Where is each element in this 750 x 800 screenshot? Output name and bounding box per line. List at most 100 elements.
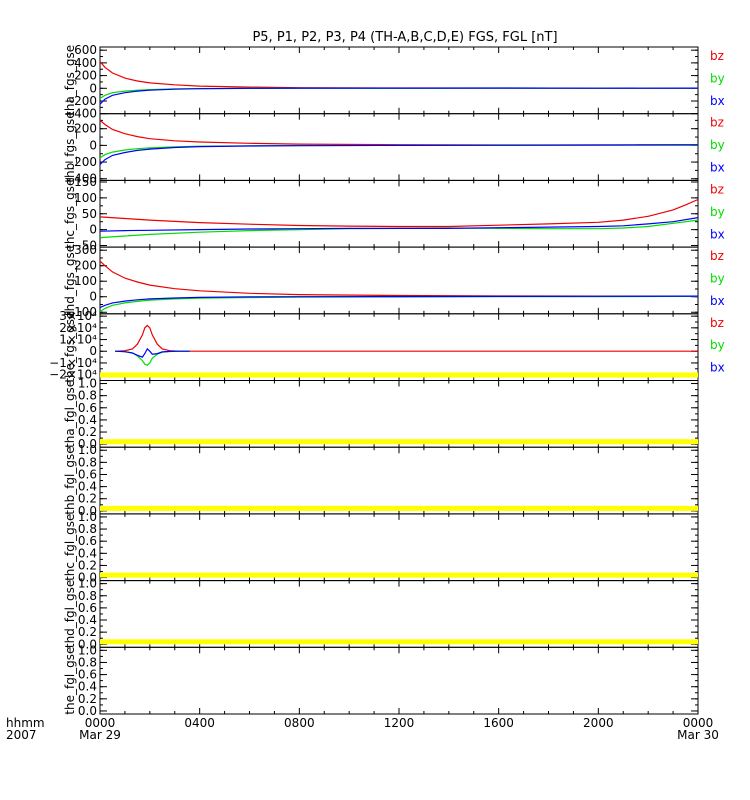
legend-label-bz: bz	[710, 182, 724, 196]
y-tick-label: 1.0	[78, 577, 97, 591]
series-line-by	[114, 350, 190, 367]
y-axis-title: the_fgl_gse	[63, 647, 77, 715]
panel-frame	[99, 313, 699, 381]
y-tick-label: 400	[74, 56, 97, 70]
y-tick-label: −50	[72, 239, 97, 253]
panel-frame	[99, 513, 699, 582]
y-tick-label: 0.8	[78, 655, 97, 669]
y-tick-label: 0	[89, 344, 97, 358]
y-axis-title: thc_fgs_gse	[63, 179, 77, 249]
y-tick-label: 0.8	[78, 389, 97, 403]
y-tick-label: 0.4	[78, 480, 97, 494]
y-tick-label: 0	[89, 290, 97, 304]
y-axis-title: thd_fgs_gse	[63, 245, 77, 316]
y-tick-label: 0.4	[78, 680, 97, 694]
legend-label-bz: bz	[710, 49, 724, 63]
y-tick-label: 0.2	[78, 425, 97, 439]
series-line-bz	[99, 119, 699, 146]
panel-frame	[99, 380, 699, 448]
y-tick-label: −200	[64, 155, 97, 169]
x-tick-label: 1600	[483, 716, 514, 730]
y-tick-label: 200	[74, 259, 97, 273]
y-axis-title: thb_fgl_gse	[63, 446, 77, 514]
x-tick-label: 2000	[583, 716, 614, 730]
no-data-band	[100, 572, 698, 578]
y-tick-label: 0.2	[78, 492, 97, 506]
y-tick-label: 0	[89, 81, 97, 95]
x-tick-label: 0800	[284, 716, 315, 730]
no-data-band	[100, 372, 698, 378]
x-tick-sublabel: Mar 29	[79, 728, 121, 742]
y-tick-label: 0.8	[78, 589, 97, 603]
y-tick-label: 1.0	[78, 643, 97, 657]
legend-label-by: by	[710, 138, 725, 152]
no-data-band	[100, 639, 698, 645]
y-tick-label: 2×10⁴	[59, 321, 97, 335]
series-line-bx	[99, 87, 699, 105]
time-axis-row-label-year: 2007	[6, 728, 37, 742]
y-tick-label: 100	[74, 274, 97, 288]
x-tick-sublabel: Mar 30	[677, 728, 719, 742]
y-axis-title: thc_fgl_gse	[63, 514, 77, 581]
y-tick-label: 0.4	[78, 413, 97, 427]
y-tick-label: 0.0	[78, 637, 97, 651]
y-tick-label: 0.4	[78, 613, 97, 627]
y-tick-label: 0.2	[78, 625, 97, 639]
series-line-bz	[99, 198, 699, 228]
y-tick-label: 0.0	[78, 504, 97, 518]
y-tick-label: 0	[89, 138, 97, 152]
x-tick-label: 0400	[184, 716, 215, 730]
legend-label-bx: bx	[710, 361, 725, 375]
y-tick-label: 0.6	[78, 668, 97, 682]
no-data-band	[100, 439, 698, 445]
y-tick-label: −2×10⁴	[49, 368, 97, 382]
y-tick-label: 0.6	[78, 534, 97, 548]
y-tick-label: 200	[74, 122, 97, 136]
y-tick-label: 50	[82, 207, 97, 221]
y-tick-label: 150	[74, 175, 97, 189]
y-tick-label: −1×10⁴	[49, 356, 97, 370]
panel-frame	[99, 580, 699, 648]
panel-frame	[99, 46, 699, 115]
time-axis-row-label-hhmm: hhmm	[6, 716, 45, 730]
series-line-bz	[114, 324, 698, 352]
y-axis-title: the_fgs_gse	[63, 312, 77, 383]
y-tick-label: 100	[74, 191, 97, 205]
series-line-bx	[99, 217, 699, 232]
y-tick-label: 0.8	[78, 455, 97, 469]
panel-frame	[99, 179, 699, 248]
y-tick-label: 0	[89, 223, 97, 237]
y-axis-title: tha_fgl_gse	[63, 380, 77, 448]
y-tick-label: 0.0	[78, 704, 97, 718]
legend-label-bx: bx	[710, 294, 725, 308]
legend-label-bz: bz	[710, 116, 724, 130]
x-tick-label: 0000	[85, 716, 116, 730]
y-tick-label: 1.0	[78, 443, 97, 457]
series-line-bx	[114, 347, 190, 358]
legend-label-by: by	[710, 338, 725, 352]
y-axis-title: thb_fgs_gse	[63, 111, 77, 182]
y-tick-label: 1.0	[78, 510, 97, 524]
y-tick-label: 0.6	[78, 467, 97, 481]
panel-frame	[99, 246, 699, 315]
y-tick-label: −200	[64, 94, 97, 108]
y-tick-label: 1×10⁴	[59, 333, 97, 347]
series-line-bx	[99, 144, 699, 166]
panel-frame	[99, 446, 699, 515]
legend-label-by: by	[710, 205, 725, 219]
legend-label-by: by	[710, 272, 725, 286]
y-tick-label: 0.2	[78, 692, 97, 706]
chart-title: P5, P1, P2, P3, P4 (TH-A,B,C,D,E) FGS, F…	[252, 30, 557, 45]
y-tick-label: 0.0	[78, 437, 97, 451]
panel-frame	[99, 646, 699, 715]
y-tick-label: 200	[74, 69, 97, 83]
series-line-bx	[99, 295, 699, 309]
legend-label-bz: bz	[710, 316, 724, 330]
